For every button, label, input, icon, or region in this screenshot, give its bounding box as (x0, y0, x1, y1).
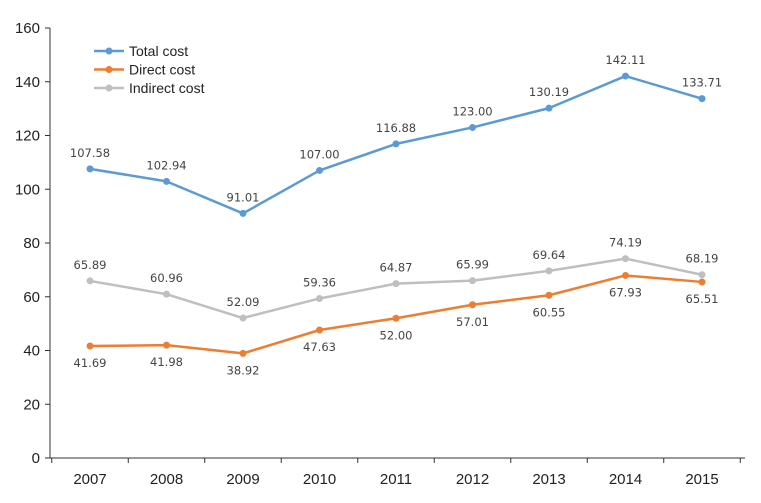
y-tick-label: 0 (32, 450, 40, 467)
y-tick-label: 120 (15, 128, 40, 145)
total-cost-data-label: 123.00 (452, 104, 492, 118)
y-tick-label: 60 (23, 289, 40, 306)
legend-marker-direct-cost (105, 66, 113, 73)
legend-marker-indirect-cost (105, 84, 113, 92)
total-cost-series: 107.58 102.94 91.01 107.00 116.88 123.00 130.1… (70, 53, 722, 217)
indirect-cost-data-label: 60.96 (150, 271, 183, 285)
direct-cost-point (392, 314, 400, 322)
total-cost-point (86, 165, 94, 173)
indirect-cost-point (469, 277, 476, 285)
legend-label-total-cost: Total cost (129, 43, 188, 59)
indirect-cost-point (622, 255, 629, 263)
legend-label-indirect-cost: Indirect cost (129, 80, 205, 96)
total-cost-point (545, 104, 553, 112)
indirect-cost-data-label: 74.19 (609, 236, 642, 250)
direct-cost-point (469, 301, 476, 309)
y-tick-label: 140 (15, 74, 40, 91)
indirect-cost-data-label: 65.89 (74, 258, 107, 272)
x-tick-label: 2011 (380, 471, 412, 488)
indirect-cost-data-label: 65.99 (456, 258, 489, 272)
legend-item-indirect-cost: Indirect cost (94, 80, 205, 96)
y-axis-ticks: 0 20 40 60 80 100 120 140 160 (15, 20, 50, 467)
total-cost-data-label: 107.00 (299, 147, 339, 161)
total-cost-data-label: 142.11 (605, 53, 645, 67)
x-tick-label: 2007 (73, 471, 106, 488)
total-cost-data-label: 116.88 (376, 121, 416, 135)
x-axis-ticks: 2007 2008 2009 2010 2011 2012 2013 2014 2015 (51, 458, 741, 488)
total-cost-data-label: 102.94 (146, 158, 186, 172)
indirect-cost-point (163, 290, 170, 298)
total-cost-data-label: 130.19 (529, 85, 569, 99)
legend-marker-total-cost (105, 47, 113, 55)
direct-cost-data-label: 65.51 (686, 292, 719, 306)
direct-cost-data-label: 52.00 (380, 328, 413, 342)
direct-cost-point (163, 341, 170, 349)
total-cost-point (239, 209, 247, 217)
indirect-cost-data-label: 69.64 (533, 248, 566, 262)
indirect-cost-series: 65.89 60.96 52.09 59.36 64.87 65.99 69.64 74.19… (74, 236, 719, 322)
chart-series: 107.58 102.94 91.01 107.00 116.88 123.00 130.1… (70, 53, 722, 377)
x-tick-label: 2010 (303, 471, 336, 488)
direct-cost-point (698, 278, 706, 286)
x-tick-label: 2014 (609, 471, 642, 488)
x-tick-label: 2008 (150, 471, 183, 488)
indirect-cost-point (86, 277, 94, 285)
total-cost-point (469, 123, 476, 131)
indirect-cost-data-label: 68.19 (686, 252, 719, 266)
total-cost-data-label: 107.58 (70, 146, 110, 160)
indirect-cost-data-label: 52.09 (227, 295, 260, 309)
y-tick-label: 100 (15, 181, 40, 198)
x-tick-label: 2012 (456, 471, 489, 488)
indirect-cost-point (392, 280, 400, 288)
direct-cost-data-label: 57.01 (456, 315, 489, 329)
x-tick-label: 2015 (685, 471, 718, 488)
y-tick-label: 40 (23, 343, 40, 360)
direct-cost-point (239, 349, 247, 357)
direct-cost-series: 41.69 41.98 38.92 47.63 52.00 57.01 60.55 67.93… (74, 271, 719, 377)
legend-item-direct-cost: Direct cost (94, 62, 195, 78)
legend-item-total-cost: Total cost (94, 43, 188, 59)
total-cost-point (698, 95, 706, 103)
direct-cost-data-label: 47.63 (303, 340, 336, 354)
indirect-cost-point (698, 271, 706, 279)
indirect-cost-data-label: 59.36 (303, 275, 336, 289)
total-cost-point (392, 140, 400, 148)
direct-cost-point (316, 326, 323, 334)
direct-cost-data-label: 41.98 (150, 355, 183, 369)
total-cost-point (163, 177, 170, 185)
direct-cost-data-label: 60.55 (533, 305, 566, 319)
direct-cost-point (545, 291, 553, 299)
indirect-cost-point (316, 294, 323, 302)
direct-cost-data-label: 38.92 (227, 363, 260, 377)
x-tick-label: 2009 (226, 471, 259, 488)
direct-cost-point (622, 271, 629, 279)
total-cost-data-label: 91.01 (227, 190, 260, 204)
legend-label-direct-cost: Direct cost (129, 62, 195, 78)
y-tick-label: 20 (23, 396, 40, 413)
direct-cost-data-label: 41.69 (74, 356, 107, 370)
indirect-cost-data-label: 64.87 (380, 261, 413, 275)
chart-legend: Total cost Direct cost Indirect cost (94, 43, 205, 96)
direct-cost-data-label: 67.93 (609, 285, 642, 299)
indirect-cost-point (545, 267, 553, 275)
indirect-cost-point (239, 314, 247, 322)
total-cost-point (316, 166, 323, 174)
y-tick-label: 160 (15, 20, 40, 37)
direct-cost-point (86, 342, 94, 350)
x-tick-label: 2013 (532, 471, 565, 488)
y-tick-label: 80 (23, 235, 40, 252)
total-cost-data-label: 133.71 (682, 76, 722, 90)
total-cost-point (622, 72, 629, 80)
